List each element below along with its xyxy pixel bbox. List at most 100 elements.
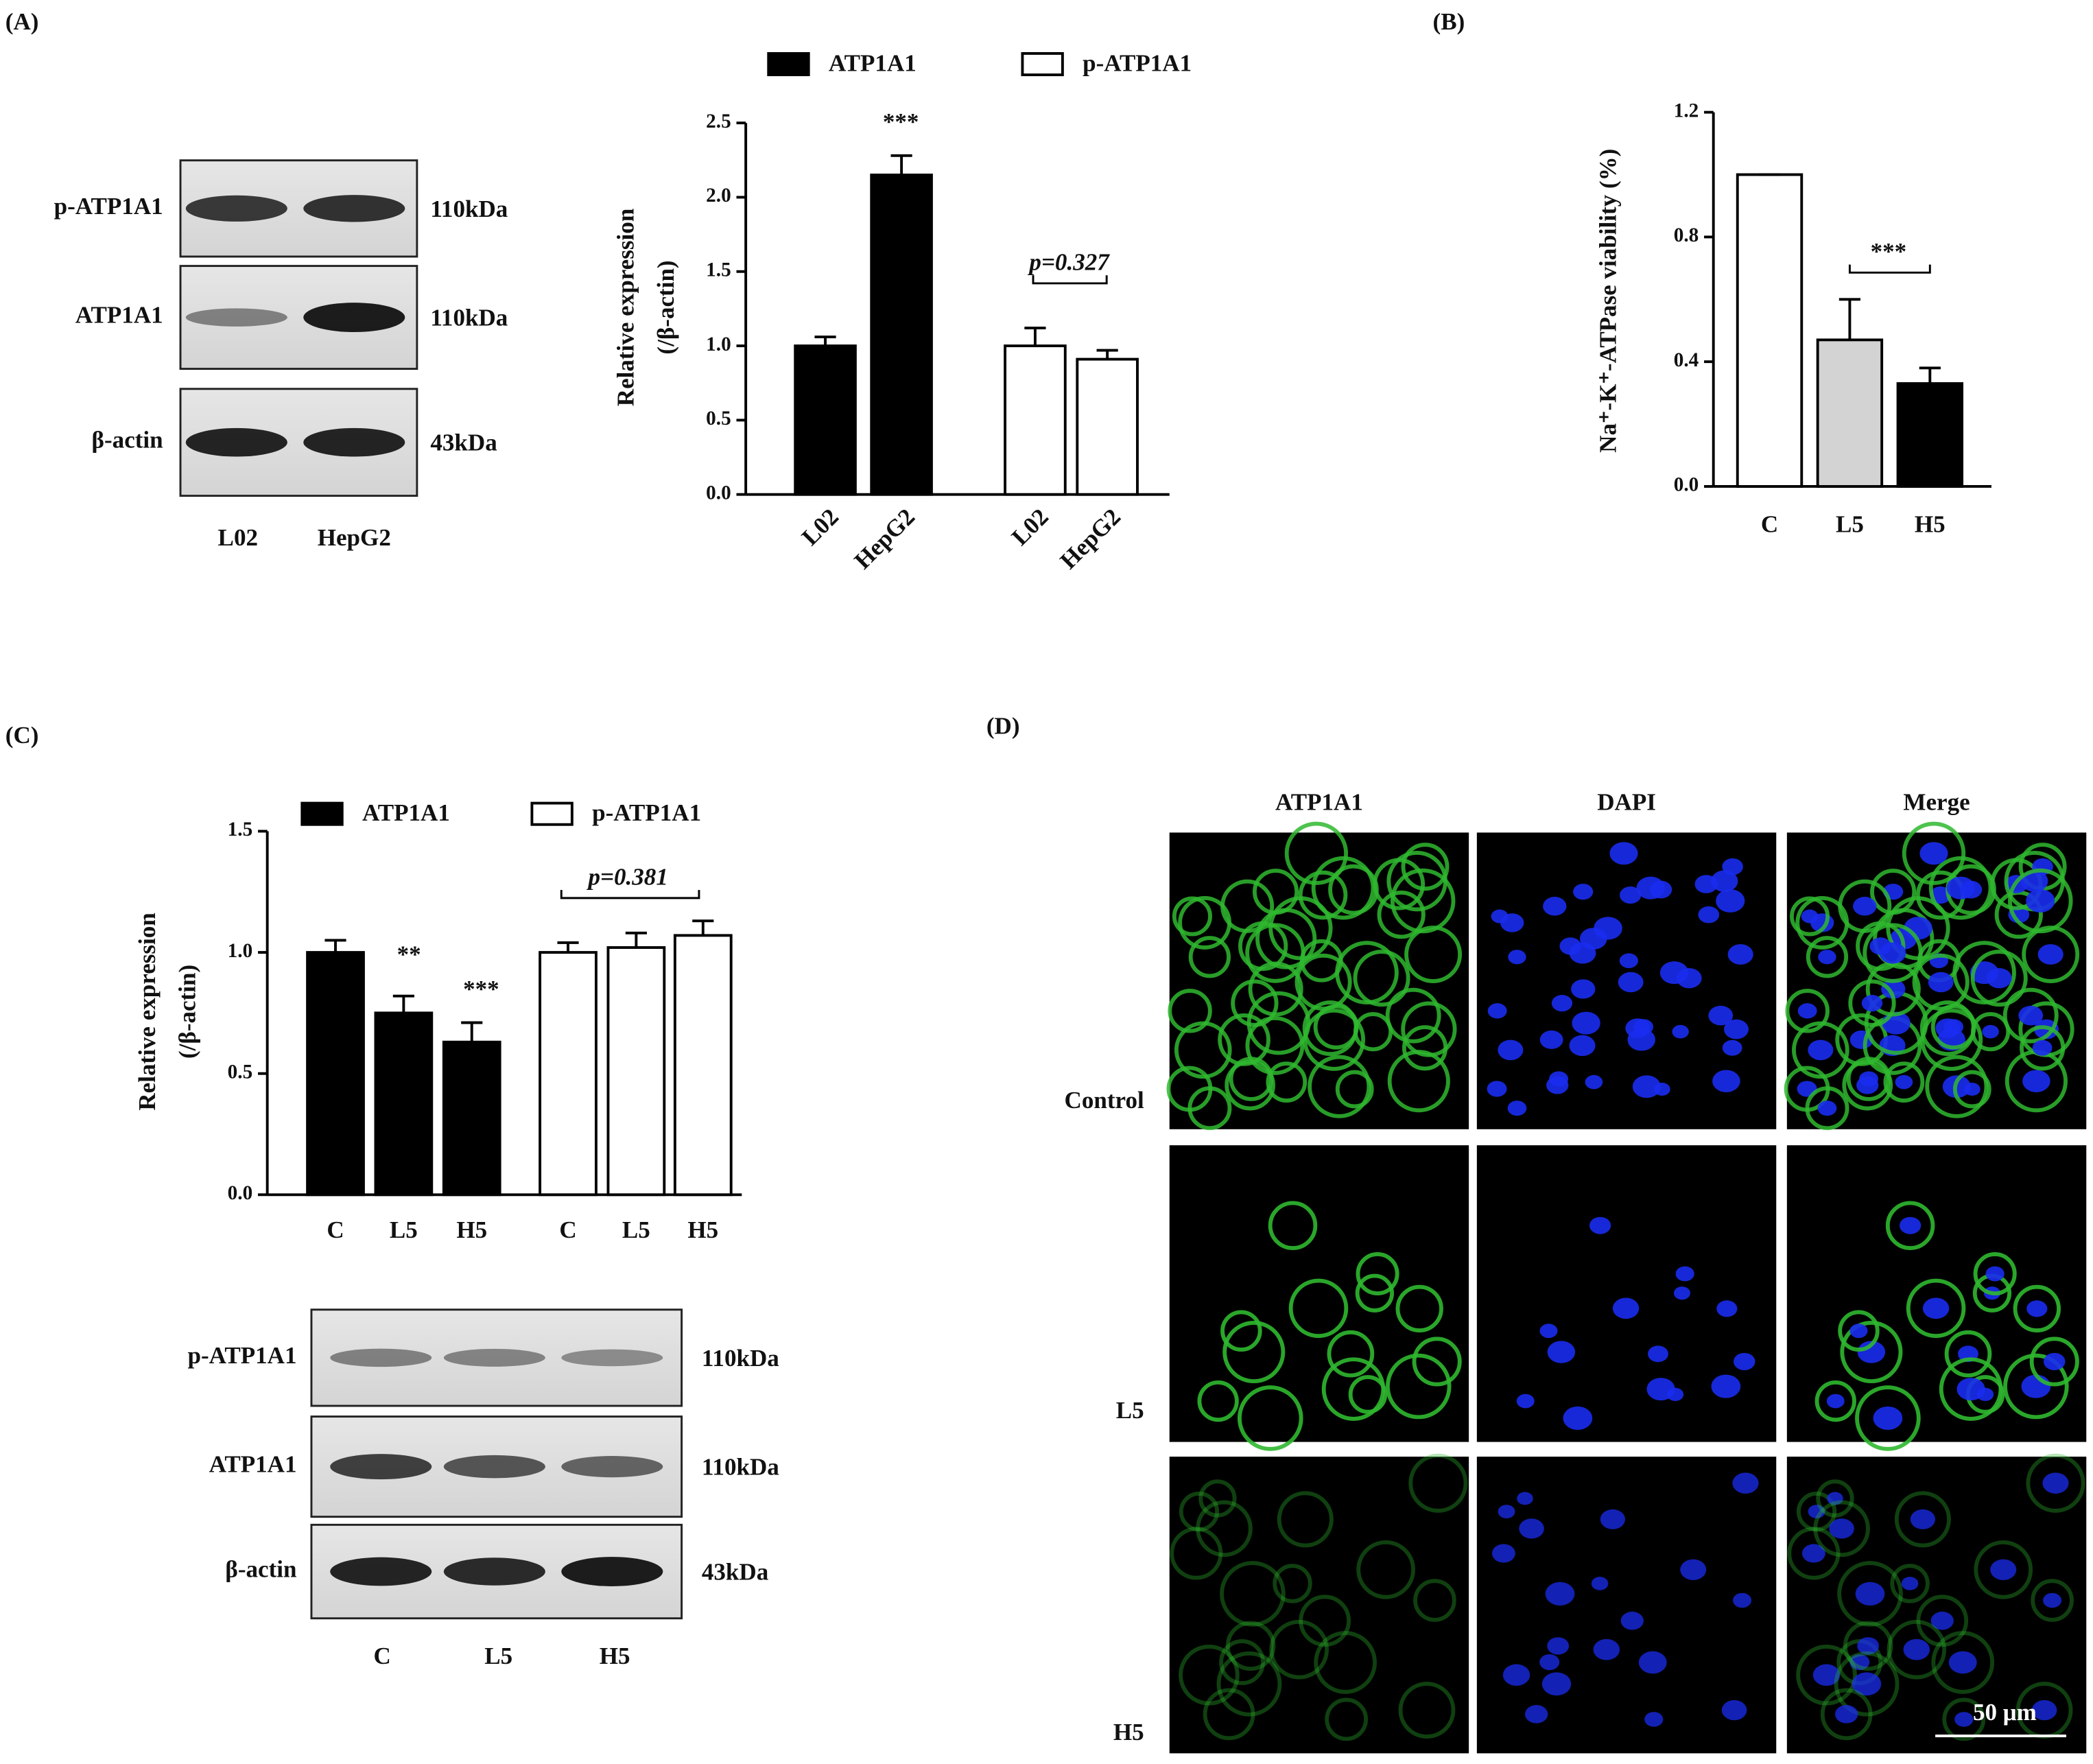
cell-membrane [2020, 1025, 2066, 1071]
blot-band [443, 1557, 545, 1586]
nucleus [1982, 1024, 1999, 1039]
column-label: DAPI [1597, 789, 1656, 816]
annotation: p=0.381 [587, 864, 668, 891]
cell-membrane [1174, 1021, 1232, 1079]
nucleus [1919, 842, 1948, 865]
cell-membrane [1308, 1055, 1371, 1118]
cell-membrane [1787, 1527, 1841, 1580]
cell-membrane [1944, 1330, 1992, 1378]
x-tick-label: C [559, 1216, 576, 1243]
error-bar [557, 941, 579, 953]
bar [673, 934, 733, 1197]
blot-row-label: β-actin [225, 1556, 296, 1583]
cell-membrane [1813, 1500, 1870, 1557]
nucleus [1571, 979, 1596, 999]
nucleus [1963, 1082, 1980, 1096]
cell-membrane [2013, 1284, 2061, 1333]
y-tick-label: 0.0 [706, 482, 731, 504]
nucleus [1563, 1406, 1593, 1431]
nucleus [2021, 1374, 2051, 1398]
cell-membrane [1838, 1310, 1880, 1352]
cell-membrane [1245, 923, 1305, 983]
nucleus [1593, 1638, 1620, 1660]
micrograph [1169, 1453, 1469, 1754]
nucleus [1517, 1492, 1533, 1505]
cell-membrane [1863, 923, 1923, 983]
nucleus [1956, 1378, 1985, 1401]
nucleus [1801, 1544, 1825, 1563]
cell-membrane [1196, 1500, 1253, 1557]
cell-membrane [1268, 1201, 1318, 1250]
row-label: H5 [1113, 1719, 1144, 1745]
annotation: *** [463, 976, 499, 1002]
x-tick-label: H5 [1915, 510, 1946, 537]
nucleus [1502, 1664, 1530, 1686]
nucleus [1638, 1651, 1667, 1674]
cell-membrane [1237, 1385, 1303, 1451]
micrograph [1476, 832, 1777, 1129]
micrograph [1476, 1457, 1777, 1754]
nucleus [1618, 972, 1644, 993]
micrograph [1784, 821, 2087, 1131]
blot-band [303, 427, 405, 457]
nucleus [1491, 1544, 1515, 1563]
nucleus [1585, 1074, 1603, 1090]
y-tick-label: 0.0 [228, 1182, 253, 1204]
cell-membrane [1273, 1564, 1312, 1603]
cell-membrane [1222, 1321, 1286, 1384]
cell-membrane [1387, 1050, 1450, 1113]
x-tick-label: L02 [1006, 504, 1054, 551]
nucleus [1539, 1324, 1558, 1339]
y-tick-label: 1.5 [228, 819, 253, 840]
y-tick-label: 0.4 [1674, 349, 1699, 371]
nucleus [1801, 909, 1819, 924]
nucleus [1948, 1651, 1977, 1674]
nucleus [1835, 1705, 1858, 1724]
bar [1076, 357, 1139, 496]
cell-membrane [1170, 1527, 1223, 1580]
blot-band [561, 1557, 663, 1586]
cell-membrane [1974, 1540, 2033, 1599]
blot-lane-label: L02 [218, 524, 258, 551]
cell-membrane [1848, 979, 1896, 1027]
cell-membrane [1890, 1564, 1930, 1603]
cell-membrane [1203, 1688, 1255, 1741]
cell-membrane [1198, 1479, 1237, 1518]
y-axis-label: Na⁺-K⁺-ATPase viability (%) [1595, 149, 1622, 453]
bar [1896, 382, 1964, 488]
cell-membrane [1216, 1651, 1282, 1717]
cell-membrane [1220, 879, 1275, 933]
legend-label: ATP1A1 [362, 799, 450, 826]
nucleus [2021, 870, 2048, 892]
nucleus [1943, 1019, 1964, 1035]
nucleus [1732, 1472, 1759, 1494]
cell-membrane [1816, 1479, 1854, 1518]
x-tick-label: H5 [687, 1216, 718, 1243]
nucleus [1487, 1003, 1507, 1019]
nucleus [1487, 1081, 1507, 1097]
cell-membrane [1168, 989, 1212, 1033]
error-bar [461, 1021, 483, 1042]
nucleus [1569, 1035, 1596, 1057]
cell-membrane [1790, 896, 1830, 937]
nucleus [2026, 889, 2055, 913]
nucleus [1508, 950, 1526, 965]
annotation: p=0.327 [1027, 249, 1110, 276]
y-tick-label: 2.0 [706, 185, 731, 207]
nucleus [1826, 1393, 1845, 1409]
cell-membrane [1277, 1491, 1334, 1548]
blot-lane-label: L5 [484, 1643, 512, 1669]
cell-membrane [1930, 1004, 1976, 1050]
y-axis-label: (/β-actin) [652, 260, 679, 354]
nucleus [1633, 1019, 1654, 1035]
nucleus [1676, 967, 1702, 989]
cell-membrane [1313, 1004, 1359, 1050]
cell-membrane [1846, 1057, 1891, 1101]
cell-membrane [2003, 1353, 2069, 1420]
nucleus [1733, 1352, 1755, 1371]
cell-membrane [1928, 856, 1993, 920]
y-axis-label: Relative expression [134, 913, 161, 1110]
cell-membrane [1883, 1061, 1925, 1103]
nucleus [1855, 1581, 1885, 1606]
cell-membrane [1335, 1070, 1374, 1109]
